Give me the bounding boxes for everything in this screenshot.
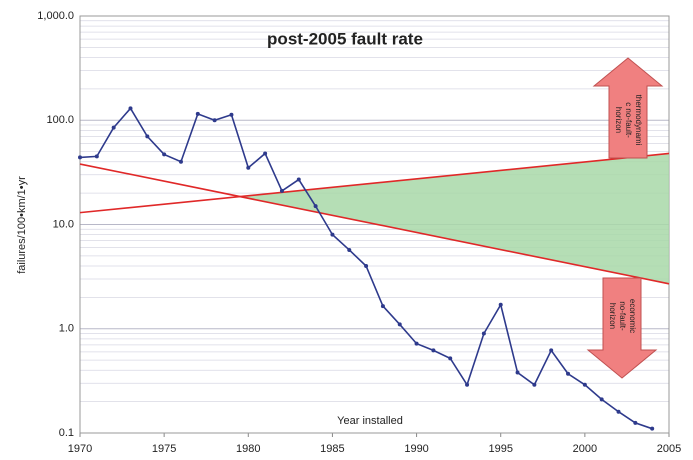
y-tick-label: 100.0 — [46, 114, 74, 126]
data-point — [414, 341, 419, 346]
trend-line — [79, 152, 670, 214]
y-tick-label: 10.0 — [53, 218, 74, 230]
data-point — [111, 125, 116, 130]
x-tick-label: 1990 — [404, 443, 428, 455]
x-tick-label: 2000 — [573, 443, 597, 455]
data-point — [599, 397, 604, 402]
data-point — [212, 118, 217, 123]
data-point — [330, 232, 335, 237]
y-tick-label: 0.1 — [59, 427, 74, 439]
data-point — [532, 382, 537, 387]
arrow — [586, 277, 658, 379]
data-point — [448, 356, 453, 361]
data-point — [380, 304, 385, 309]
data-point — [94, 154, 99, 159]
data-point — [481, 331, 486, 336]
y-tick-label: 1,000.0 — [37, 10, 74, 22]
arrow-label: c no-fault- — [624, 102, 633, 138]
y-axis-label: failures/100•km/1•yr — [16, 176, 28, 274]
x-axis-label: Year installed — [337, 415, 403, 427]
data-point — [498, 302, 503, 307]
data-point — [263, 151, 268, 156]
x-tick-label: 1970 — [68, 443, 92, 455]
data-point — [616, 409, 621, 414]
data-point — [128, 106, 133, 111]
data-point — [296, 177, 301, 182]
data-point — [279, 188, 284, 193]
data-point — [347, 247, 352, 252]
trend-line — [79, 163, 670, 285]
data-point — [549, 348, 554, 353]
data-point — [195, 111, 200, 116]
data-point — [633, 420, 638, 425]
data-point — [162, 152, 167, 157]
horizon-gap — [239, 153, 669, 284]
arrow-label: horizon — [608, 303, 617, 329]
arrow-label: no-fault- — [618, 301, 627, 331]
x-tick-label: 1980 — [236, 443, 260, 455]
data-point — [313, 204, 318, 209]
chart-title: post-2005 fault rate — [267, 29, 423, 48]
x-tick-label: 1995 — [488, 443, 512, 455]
data-point — [582, 382, 587, 387]
data-point — [397, 322, 402, 327]
data-point — [566, 371, 571, 376]
data-point — [431, 348, 436, 353]
data-point — [515, 370, 520, 375]
data-point — [78, 155, 82, 160]
y-tick-label: 1.0 — [59, 323, 74, 335]
arrow-label: horizon — [614, 107, 623, 133]
x-tick-label: 1985 — [320, 443, 344, 455]
arrow-label: thermodynami — [634, 95, 643, 146]
data-point — [246, 165, 251, 170]
data-line — [79, 107, 653, 430]
data-point — [145, 134, 150, 139]
arrow — [592, 57, 664, 159]
x-tick-label: 2005 — [657, 443, 681, 455]
arrow-label: economic — [628, 299, 637, 333]
data-point — [364, 263, 369, 268]
data-point — [229, 112, 234, 117]
data-point — [178, 159, 183, 164]
data-point — [465, 382, 470, 387]
data-point — [650, 426, 655, 431]
x-tick-label: 1975 — [152, 443, 176, 455]
